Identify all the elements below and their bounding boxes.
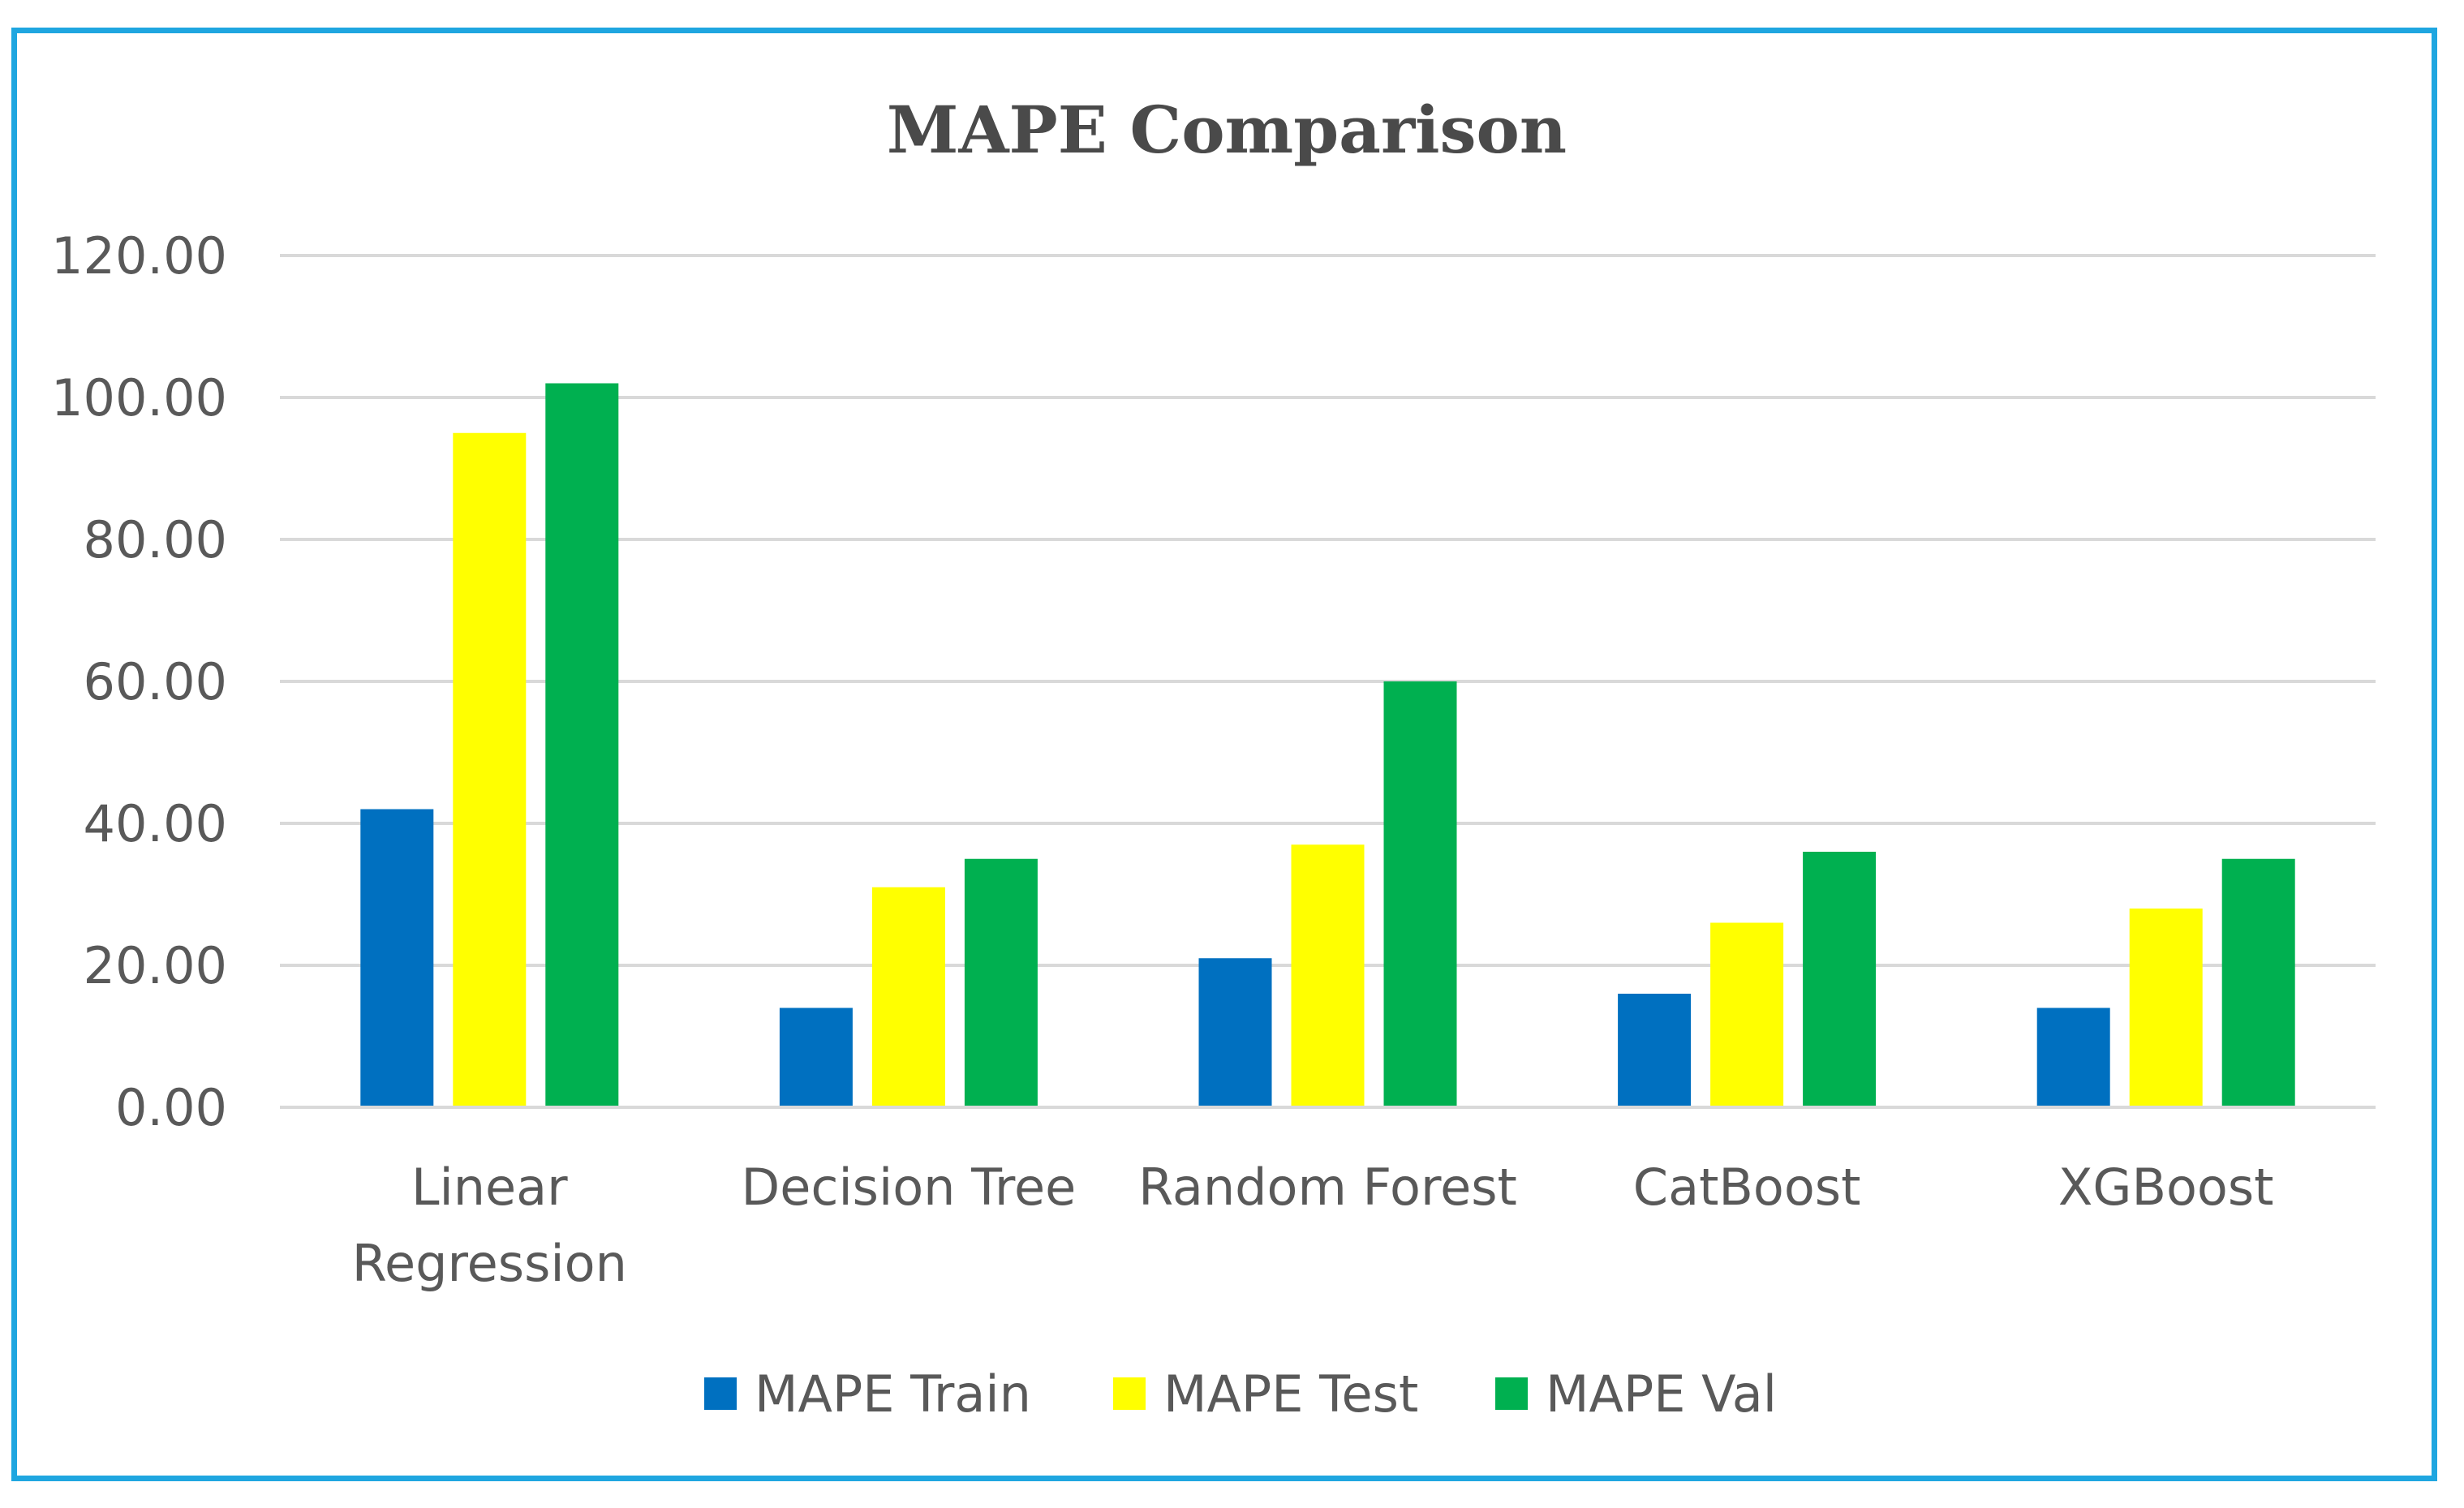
y-tick-label: 20.00	[84, 936, 228, 995]
legend: MAPE Train MAPE Test MAPE Val	[704, 1364, 1777, 1424]
y-tick-label: 60.00	[84, 652, 228, 711]
bar-mape-test	[1291, 844, 1365, 1107]
x-tick-label: CatBoost	[1633, 1158, 1861, 1217]
legend-label: MAPE Test	[1163, 1364, 1418, 1424]
bars	[280, 383, 2376, 1109]
bar-mape-val	[2221, 858, 2295, 1107]
bar-mape-train	[360, 809, 434, 1107]
y-tick-label: 40.00	[84, 794, 228, 853]
x-axis-labels: Linear Regression Decision Tree Random Fore…	[352, 1158, 2274, 1293]
legend-label: MAPE Train	[755, 1364, 1031, 1424]
legend-label: MAPE Val	[1546, 1364, 1777, 1424]
bar-mape-train	[779, 1007, 853, 1107]
x-tick-label: Decision Tree	[741, 1158, 1076, 1217]
bar-mape-test	[871, 887, 945, 1107]
chart-title: MAPE Comparison	[887, 92, 1567, 168]
bar-mape-val	[1383, 681, 1457, 1107]
bar-mape-train	[1198, 958, 1272, 1107]
bar-mape-val	[1803, 852, 1877, 1107]
y-tick-label: 120.00	[51, 226, 227, 286]
x-tick-label: Regression	[352, 1234, 627, 1293]
chart-frame	[11, 28, 2437, 1481]
bar-mape-train	[1618, 994, 1692, 1107]
y-axis-ticks: 0.00 20.00 40.00 60.00 80.00 100.00 120.00	[51, 226, 227, 1137]
bar-mape-test	[453, 432, 527, 1107]
legend-swatch	[1495, 1377, 1528, 1410]
legend-swatch	[704, 1377, 737, 1410]
bar-mape-val	[964, 858, 1038, 1107]
y-tick-label: 100.00	[51, 368, 227, 427]
x-tick-label: Random Forest	[1138, 1158, 1517, 1217]
bar-mape-val	[545, 383, 619, 1107]
y-tick-label: 0.00	[115, 1078, 227, 1137]
legend-swatch	[1113, 1377, 1146, 1410]
x-tick-label: Linear	[411, 1158, 568, 1217]
bar-mape-test	[1710, 922, 1784, 1107]
bar-mape-test	[2129, 909, 2203, 1107]
bar-mape-train	[2036, 1007, 2110, 1107]
y-tick-label: 80.00	[84, 510, 228, 569]
x-tick-label: XGBoost	[2058, 1158, 2274, 1217]
